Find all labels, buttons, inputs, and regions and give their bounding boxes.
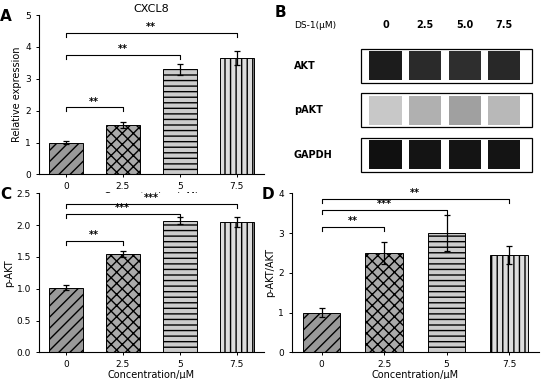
Bar (361, 138, 532, 172)
Text: GAPDH: GAPDH (294, 150, 333, 160)
Text: **: ** (410, 188, 420, 199)
Bar (409, 52, 441, 80)
Bar (449, 96, 481, 125)
Bar (361, 49, 532, 83)
Text: A: A (0, 9, 12, 24)
Text: **: ** (146, 22, 156, 32)
Bar (428, 233, 465, 352)
Bar (302, 313, 340, 352)
Bar (490, 255, 528, 352)
Text: B: B (274, 5, 286, 20)
Text: **: ** (118, 44, 128, 54)
X-axis label: Concentration (μM): Concentration (μM) (104, 193, 199, 202)
Text: 2.5: 2.5 (416, 20, 434, 30)
Y-axis label: p-AKT/AKT: p-AKT/AKT (265, 248, 276, 298)
Text: ***: *** (377, 199, 392, 209)
Bar (106, 254, 140, 352)
X-axis label: Concentration/μM: Concentration/μM (108, 371, 195, 379)
Bar (106, 125, 140, 174)
Bar (370, 140, 402, 169)
Text: AKT: AKT (294, 61, 316, 71)
Bar (370, 52, 402, 80)
Bar (409, 96, 441, 125)
Text: **: ** (89, 230, 100, 240)
Bar (361, 93, 532, 127)
Bar (219, 222, 254, 352)
Text: pAKT: pAKT (294, 105, 323, 115)
Bar (49, 143, 83, 174)
Y-axis label: p-AKT: p-AKT (4, 259, 14, 287)
Text: 0: 0 (382, 20, 389, 30)
Text: DS-1(μM): DS-1(μM) (294, 20, 336, 30)
Bar (49, 288, 83, 352)
Bar (370, 96, 402, 125)
Text: 7.5: 7.5 (496, 20, 513, 30)
Title: CXCL8: CXCL8 (133, 5, 169, 14)
Bar (219, 58, 254, 174)
Bar (163, 69, 197, 174)
Bar (365, 253, 403, 352)
Text: **: ** (89, 97, 100, 107)
Bar (488, 52, 520, 80)
Text: ***: *** (144, 193, 159, 203)
Bar (449, 52, 481, 80)
Y-axis label: Relative expression: Relative expression (12, 47, 23, 143)
Bar (488, 140, 520, 169)
Bar (163, 221, 197, 352)
Bar (409, 140, 441, 169)
Text: C: C (0, 187, 12, 202)
Bar (488, 96, 520, 125)
Bar (449, 140, 481, 169)
Text: 5.0: 5.0 (456, 20, 474, 30)
Text: **: ** (348, 216, 358, 226)
Text: D: D (262, 187, 274, 202)
X-axis label: Concentration/μM: Concentration/μM (372, 371, 459, 379)
Text: ***: *** (116, 203, 130, 213)
